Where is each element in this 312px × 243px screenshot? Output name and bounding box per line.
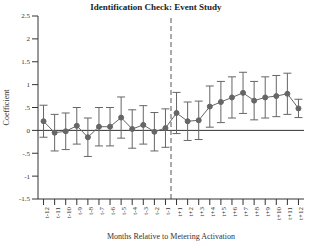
svg-text:t+3: t+3 [198,207,206,217]
svg-text:t-5: t-5 [120,207,128,215]
svg-text:t+12: t+12 [297,207,304,220]
svg-text:t+11: t+11 [286,207,294,220]
svg-text:t-10: t-10 [65,207,73,219]
svg-text:-1.5: -1.5 [19,195,31,203]
svg-text:t-8: t-8 [87,207,95,215]
svg-text:t-2: t-2 [153,207,161,215]
svg-text:t-1: t-1 [164,207,172,215]
svg-text:2.5: 2.5 [21,12,30,20]
svg-text:t-7: t-7 [98,207,106,215]
svg-text:t+7: t+7 [242,207,250,217]
svg-text:0: 0 [27,127,31,135]
svg-text:t-12: t-12 [43,207,51,219]
svg-text:t+10: t+10 [275,207,283,220]
svg-text:t-3: t-3 [142,207,150,215]
svg-text:Months Relative to Metering Ac: Months Relative to Metering Activation [107,232,235,241]
svg-text:t+6: t+6 [231,207,239,217]
svg-text:t+1: t+1 [176,207,184,217]
svg-text:1: 1 [27,81,31,89]
svg-text:t+8: t+8 [253,207,261,217]
svg-text:t-6: t-6 [109,207,117,215]
svg-text:Coefficient: Coefficient [8,89,11,126]
svg-text:-1: -1 [24,173,30,181]
svg-text:.5: .5 [25,104,31,112]
svg-text:t+4: t+4 [209,207,217,217]
svg-text:t+9: t+9 [264,207,272,217]
svg-text:-.5: -.5 [22,150,30,158]
svg-text:t-11: t-11 [54,207,62,219]
svg-text:1.5: 1.5 [21,58,30,66]
svg-text:t-4: t-4 [131,207,139,215]
svg-text:t-9: t-9 [76,207,84,215]
html-text:Identification Check: Event St: Identification Check: Event Study [90,2,222,12]
svg-text:t+5: t+5 [220,207,228,217]
svg-text:2: 2 [27,35,31,43]
svg-text:t+2: t+2 [187,207,195,217]
